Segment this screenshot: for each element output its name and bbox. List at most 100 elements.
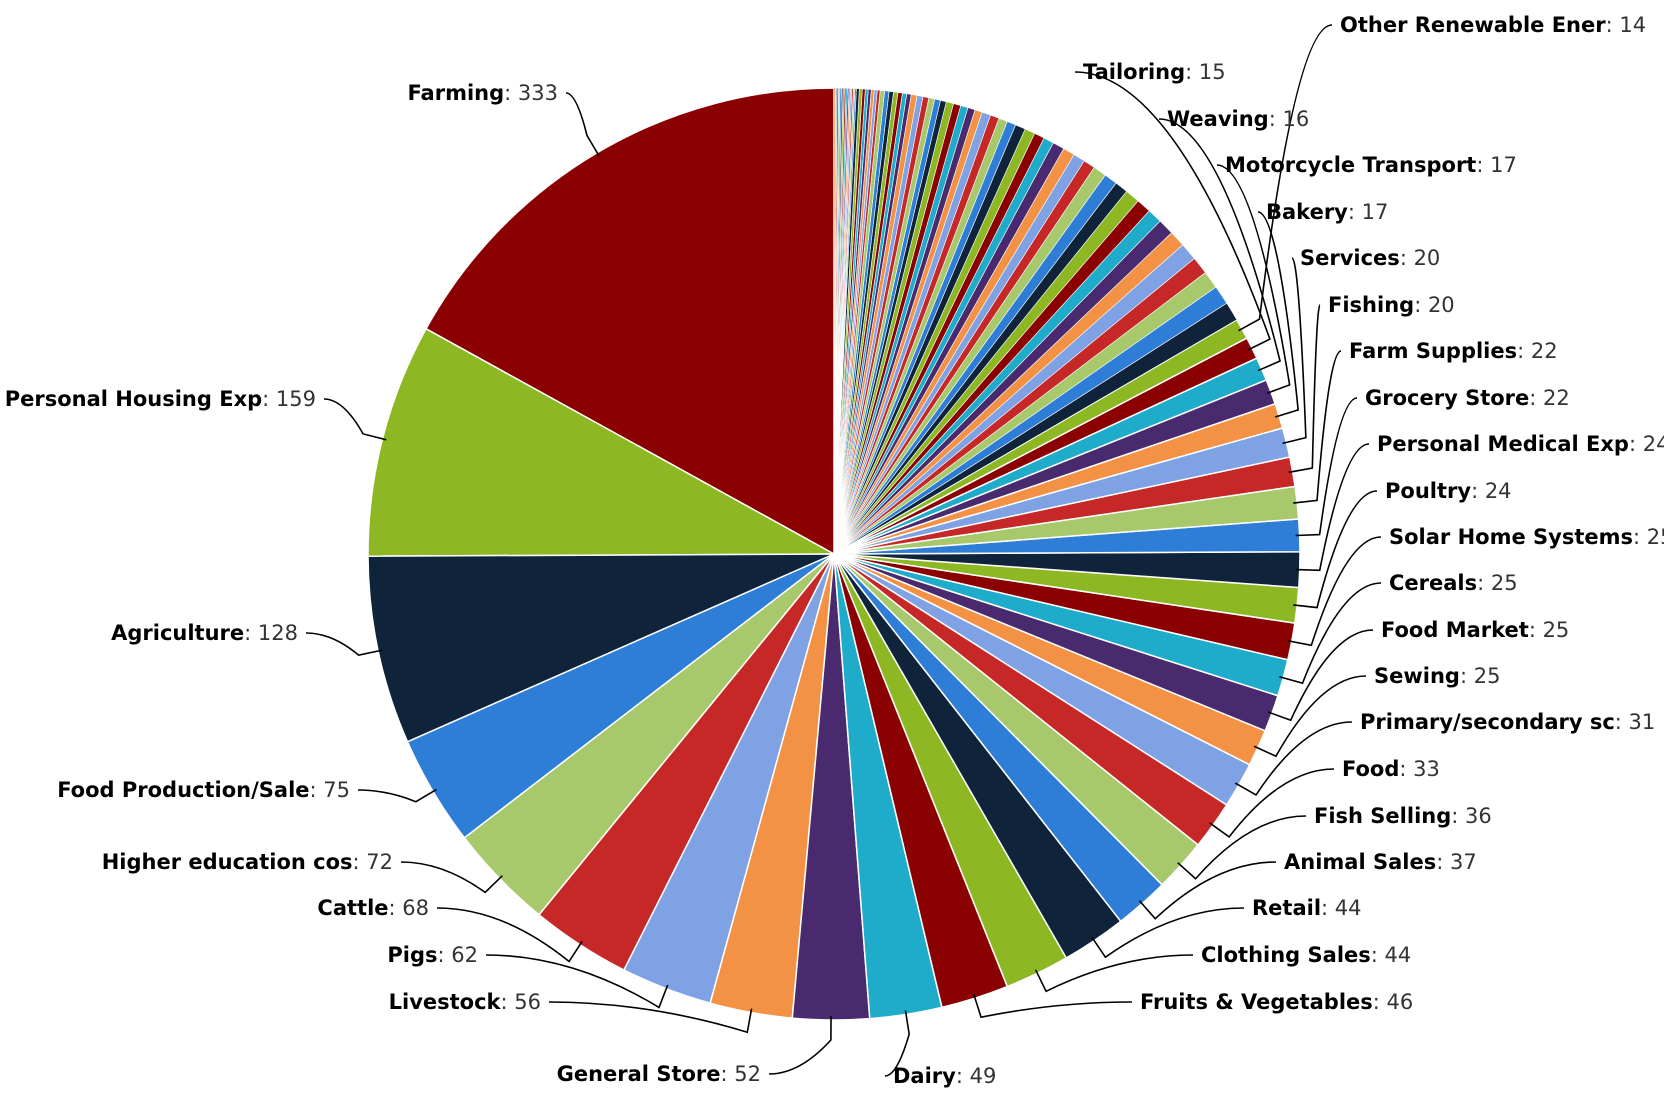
slice-label-value: : 25 xyxy=(1460,664,1500,688)
leader-line-12 xyxy=(1034,954,1194,993)
slice-label-26: Fishing: 20 xyxy=(1328,293,1455,317)
slice-label-name: Grocery Store xyxy=(1365,386,1529,410)
slice-label-value: : 25 xyxy=(1633,525,1664,549)
leader-line-1 xyxy=(565,92,600,157)
leader-line-30 xyxy=(1158,118,1281,372)
slice-label-name: Sewing xyxy=(1374,664,1460,688)
slice-label-value: : 17 xyxy=(1348,200,1388,224)
slice-label-value: : 75 xyxy=(310,778,350,802)
slice-label-value: : 44 xyxy=(1321,896,1361,920)
leader-line-32 xyxy=(1238,24,1333,332)
slice-label-name: Primary/secondary sc xyxy=(1360,710,1615,734)
slice-label-6: Cattle: 68 xyxy=(317,896,429,920)
slice-label-name: Fishing xyxy=(1328,293,1414,317)
slice-label-16: Food: 33 xyxy=(1342,757,1440,781)
slice-label-28: Bakery: 17 xyxy=(1266,200,1388,224)
leader-line-22 xyxy=(1293,490,1378,609)
slice-label-22: Poultry: 24 xyxy=(1385,479,1512,503)
leader-line-15 xyxy=(1177,815,1307,880)
slice-label-name: Solar Home Systems xyxy=(1389,525,1633,549)
slice-label-2: Personal Housing Exp: 159 xyxy=(5,387,316,411)
leader-line-13 xyxy=(1091,907,1245,959)
leader-line-16 xyxy=(1209,768,1335,838)
slice-label-name: General Store xyxy=(557,1062,721,1086)
slice-label-1: Farming: 333 xyxy=(407,81,558,105)
pie-slice-minor-98 xyxy=(833,87,836,555)
slice-label-name: Food Market xyxy=(1381,618,1529,642)
leader-line-27 xyxy=(1282,257,1307,445)
slice-label-10: Dairy: 49 xyxy=(893,1064,996,1088)
slice-label-value: : 22 xyxy=(1529,386,1569,410)
slice-label-30: Weaving: 16 xyxy=(1167,107,1309,131)
slice-label-value: : 31 xyxy=(1615,710,1655,734)
slice-label-name: Bakery xyxy=(1266,200,1348,224)
leader-line-28 xyxy=(1257,211,1300,418)
slice-label-value: : 17 xyxy=(1476,153,1516,177)
leader-line-19 xyxy=(1267,629,1374,722)
slice-label-value: : 24 xyxy=(1471,479,1511,503)
leader-line-6 xyxy=(436,907,583,963)
leader-line-4 xyxy=(357,788,437,803)
leader-line-20 xyxy=(1279,582,1382,685)
leader-line-9 xyxy=(768,1015,832,1075)
slice-label-12: Clothing Sales: 44 xyxy=(1201,943,1411,967)
leader-line-29 xyxy=(1216,164,1291,394)
slice-label-value: : 62 xyxy=(438,943,478,967)
slice-label-27: Services: 20 xyxy=(1300,246,1440,270)
slice-label-17: Primary/secondary sc: 31 xyxy=(1360,710,1655,734)
slice-label-name: Pigs xyxy=(387,943,437,967)
leader-line-2 xyxy=(323,398,387,441)
slice-label-13: Retail: 44 xyxy=(1252,896,1362,920)
slice-label-value: : 44 xyxy=(1371,943,1411,967)
leader-line-11 xyxy=(973,994,1133,1019)
slice-label-value: : 68 xyxy=(389,896,429,920)
leader-line-8 xyxy=(548,1001,753,1034)
slice-label-name: Farming xyxy=(407,81,504,105)
slice-label-name: Animal Sales xyxy=(1284,850,1436,874)
leader-line-10 xyxy=(884,1010,910,1077)
slice-label-name: Fish Selling xyxy=(1314,804,1451,828)
slice-label-19: Food Market: 25 xyxy=(1381,618,1569,642)
slice-label-name: Dairy xyxy=(893,1064,956,1088)
slice-label-name: Personal Medical Exp xyxy=(1377,432,1629,456)
slice-label-value: : 25 xyxy=(1477,571,1517,595)
slice-label-9: General Store: 52 xyxy=(557,1062,761,1086)
slice-label-name: Cereals xyxy=(1389,571,1477,595)
slice-label-name: Weaving xyxy=(1167,107,1269,131)
leader-line-17 xyxy=(1234,721,1353,797)
slice-label-value: : 52 xyxy=(721,1062,761,1086)
leader-line-14 xyxy=(1138,861,1277,920)
leader-line-18 xyxy=(1253,675,1367,758)
slice-label-value: : 20 xyxy=(1400,246,1440,270)
leader-line-21 xyxy=(1287,536,1382,647)
slice-label-name: Retail xyxy=(1252,896,1321,920)
slice-label-value: : 33 xyxy=(1399,757,1439,781)
slice-label-value: : 36 xyxy=(1451,804,1491,828)
pie-slices xyxy=(367,87,1301,1021)
slice-label-name: Poultry xyxy=(1385,479,1471,503)
slice-label-15: Fish Selling: 36 xyxy=(1314,804,1492,828)
slice-label-name: Services xyxy=(1300,246,1400,270)
leader-line-3 xyxy=(305,632,383,657)
slice-label-value: : 128 xyxy=(244,621,298,645)
slice-label-21: Solar Home Systems: 25 xyxy=(1389,525,1664,549)
slice-label-23: Personal Medical Exp: 24 xyxy=(1377,432,1664,456)
slice-label-value: : 159 xyxy=(262,387,316,411)
slice-label-4: Food Production/Sale: 75 xyxy=(57,778,350,802)
slice-label-3: Agriculture: 128 xyxy=(111,621,298,645)
slice-label-5: Higher education cos: 72 xyxy=(102,850,393,874)
slice-label-name: Livestock xyxy=(389,990,502,1014)
slice-label-value: : 20 xyxy=(1414,293,1454,317)
slice-label-25: Farm Supplies: 22 xyxy=(1349,339,1558,363)
leader-lines xyxy=(305,24,1382,1077)
slice-label-name: Agriculture xyxy=(111,621,244,645)
leader-line-23 xyxy=(1295,443,1370,572)
slice-label-value: : 56 xyxy=(501,990,541,1014)
slice-label-name: Fruits & Vegetables xyxy=(1140,990,1373,1014)
slice-label-name: Tailoring xyxy=(1083,60,1185,84)
slice-label-11: Fruits & Vegetables: 46 xyxy=(1140,990,1413,1014)
leader-line-25 xyxy=(1293,350,1342,504)
leader-line-5 xyxy=(400,861,503,894)
